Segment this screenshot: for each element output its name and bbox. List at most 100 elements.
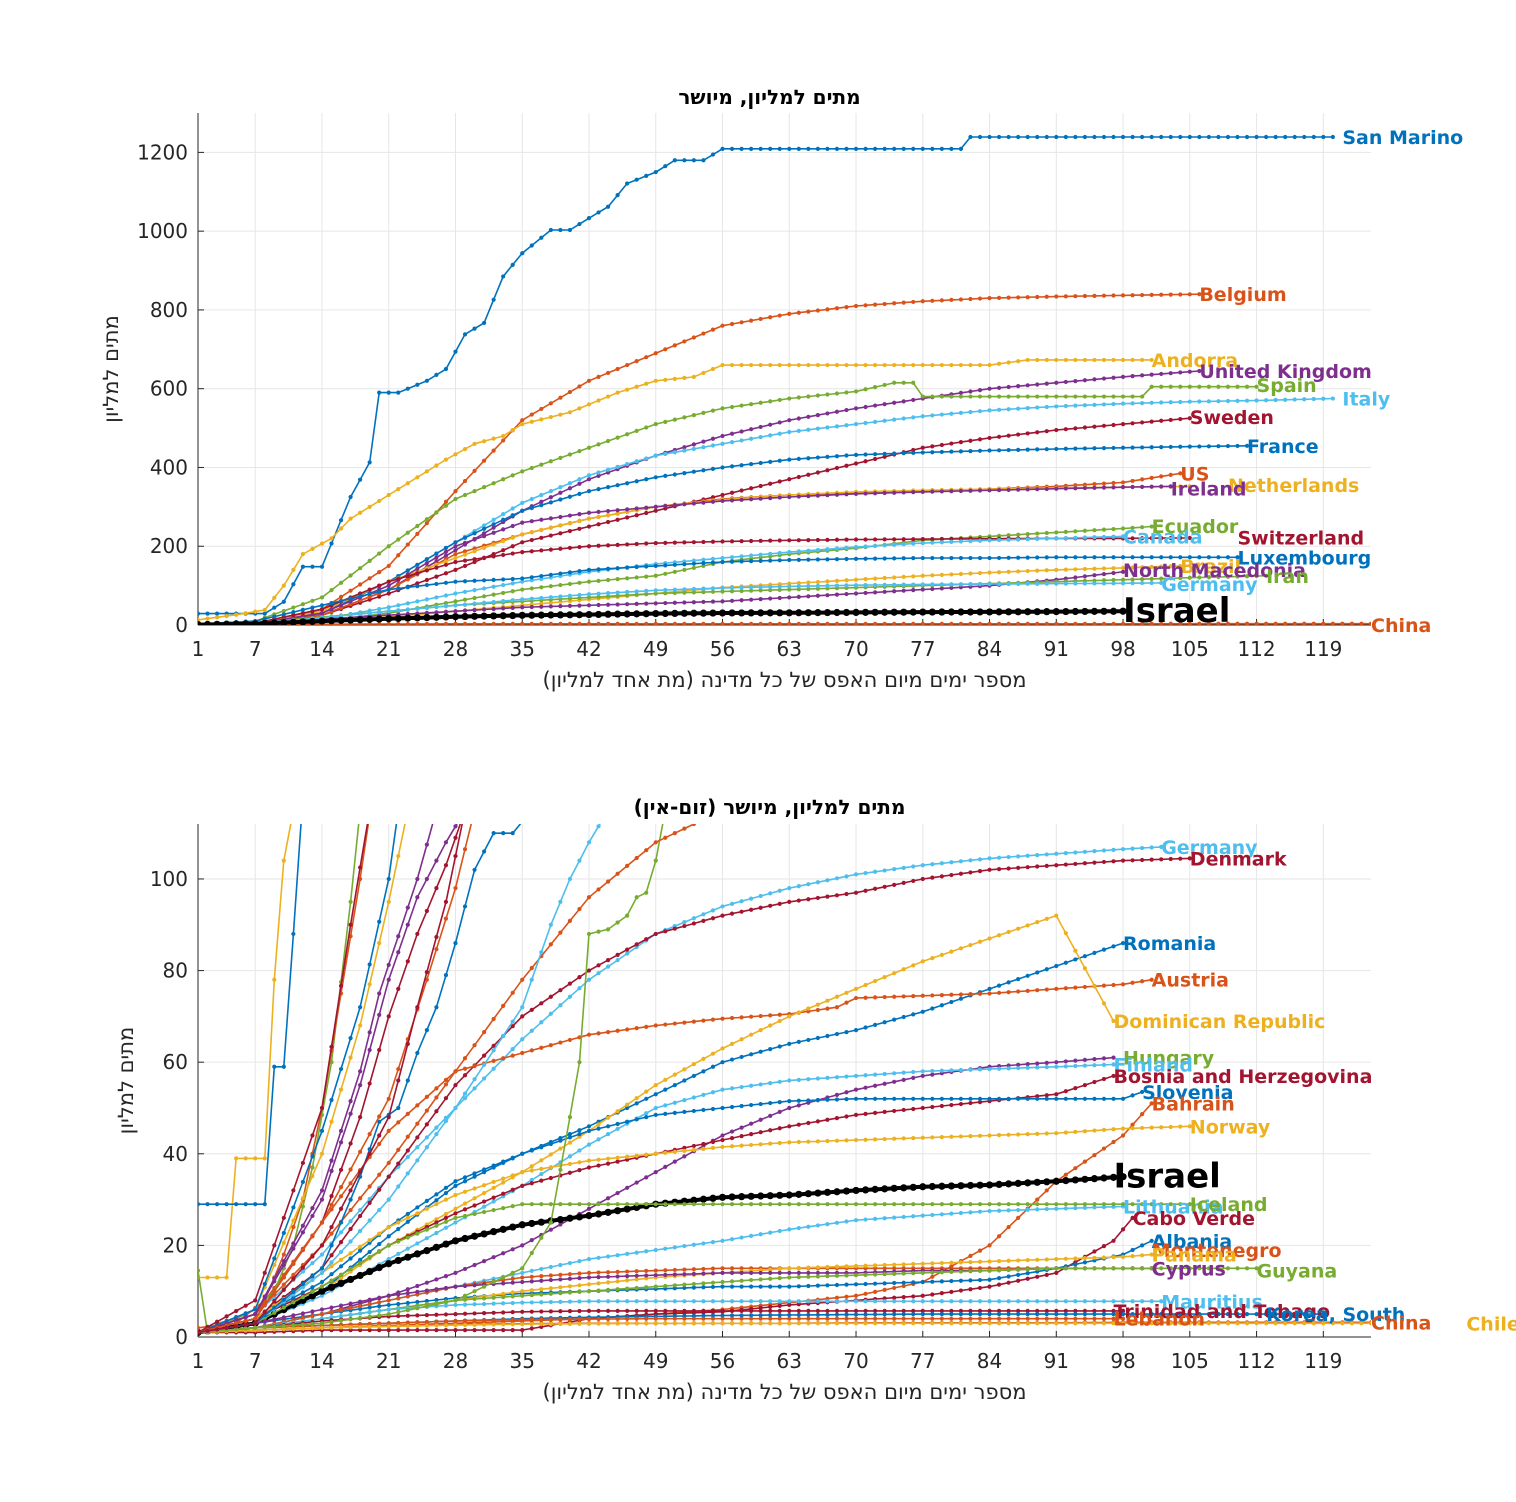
data-point: [262, 1319, 267, 1324]
data-point: [872, 543, 878, 548]
data-point: [338, 1257, 344, 1262]
data-point: [1054, 1131, 1059, 1136]
data-point: [1140, 1253, 1145, 1258]
data-point: [577, 477, 582, 482]
data-point: [443, 366, 449, 372]
data-point: [1025, 447, 1030, 452]
data-point: [920, 445, 925, 450]
data-point: [844, 1090, 849, 1095]
data-point: [672, 1272, 677, 1277]
data-point: [682, 540, 687, 545]
data-point: [892, 400, 897, 405]
data-point: [634, 1285, 639, 1291]
data-point: [615, 1155, 620, 1160]
data-point: [901, 1214, 906, 1220]
luxembourg-series: [198, 555, 1240, 625]
data-point: [481, 1318, 487, 1323]
data-point: [987, 1243, 992, 1248]
data-point: [377, 1141, 382, 1147]
data-point: [720, 904, 725, 909]
data-point: [634, 1269, 639, 1274]
data-point: [682, 1154, 687, 1159]
data-point: [796, 1077, 801, 1082]
data-point: [806, 414, 811, 419]
data-point: [1054, 913, 1059, 918]
data-point: [472, 1086, 477, 1091]
data-point: [892, 867, 897, 872]
data-point: [749, 1313, 754, 1318]
data-point: [596, 398, 601, 403]
data-point: [920, 537, 925, 542]
data-point: [691, 586, 697, 592]
data-point: [682, 1078, 687, 1083]
data-point: [710, 466, 716, 471]
data-point: [605, 1124, 611, 1129]
data-point: [443, 1312, 449, 1317]
data-point: [882, 146, 887, 151]
data-point: [1244, 1266, 1250, 1271]
data-point: [577, 1168, 582, 1173]
data-point: [291, 613, 296, 618]
data-point: [758, 424, 763, 430]
data-point: [672, 1286, 677, 1291]
data-point: [834, 893, 840, 898]
data-point: [787, 396, 792, 401]
data-point: [911, 1202, 916, 1207]
data-point: [796, 146, 801, 151]
data-point: [1111, 1299, 1116, 1304]
data-point: [872, 146, 878, 151]
data-point: [348, 1256, 353, 1261]
data-point: [863, 544, 868, 549]
data-point: [605, 1274, 611, 1279]
data-point: [615, 1159, 620, 1164]
data-point: [548, 1141, 553, 1147]
data-point: [758, 1313, 763, 1318]
data-point: [728, 609, 736, 617]
data-point: [806, 537, 811, 543]
data-point: [796, 538, 801, 543]
data-point: [663, 1202, 668, 1207]
data-point: [214, 615, 220, 620]
data-point: [949, 1289, 954, 1294]
data-point: [462, 446, 468, 452]
data-point: [1082, 1057, 1088, 1062]
data-point: [634, 506, 639, 511]
data-point: [844, 390, 849, 395]
data-point: [872, 1072, 878, 1077]
data-point: [987, 1308, 992, 1313]
data-point: [472, 1296, 477, 1302]
data-point: [729, 1041, 735, 1046]
data-point: [729, 321, 735, 327]
data-point: [653, 1023, 658, 1028]
data-point: [377, 1249, 382, 1254]
data-point: [825, 547, 830, 552]
data-point: [520, 500, 525, 506]
data-point: [1025, 865, 1030, 870]
data-point: [1016, 384, 1021, 389]
data-point: [863, 1202, 868, 1207]
data-point: [930, 1068, 935, 1074]
data-point: [1006, 134, 1011, 140]
data-point: [1149, 524, 1154, 529]
data-point: [901, 1283, 906, 1289]
data-point: [787, 1105, 792, 1111]
data-point: [768, 1202, 773, 1207]
data-point: [625, 1308, 630, 1313]
data-point: [644, 173, 649, 178]
data-point: [844, 1294, 849, 1299]
data-point: [985, 1181, 994, 1189]
data-point: [272, 1317, 277, 1322]
data-point: [615, 483, 620, 488]
data-point: [481, 1296, 487, 1301]
data-point: [1140, 577, 1145, 582]
data-point: [481, 1053, 487, 1058]
country-label: Switzerland: [1237, 528, 1364, 550]
data-point: [1035, 1316, 1040, 1321]
data-point: [720, 599, 725, 604]
data-point: [661, 609, 669, 618]
data-point: [996, 1208, 1002, 1213]
data-point: [653, 508, 658, 513]
data-point: [920, 1009, 925, 1014]
data-point: [1311, 396, 1316, 402]
data-point: [510, 535, 515, 540]
